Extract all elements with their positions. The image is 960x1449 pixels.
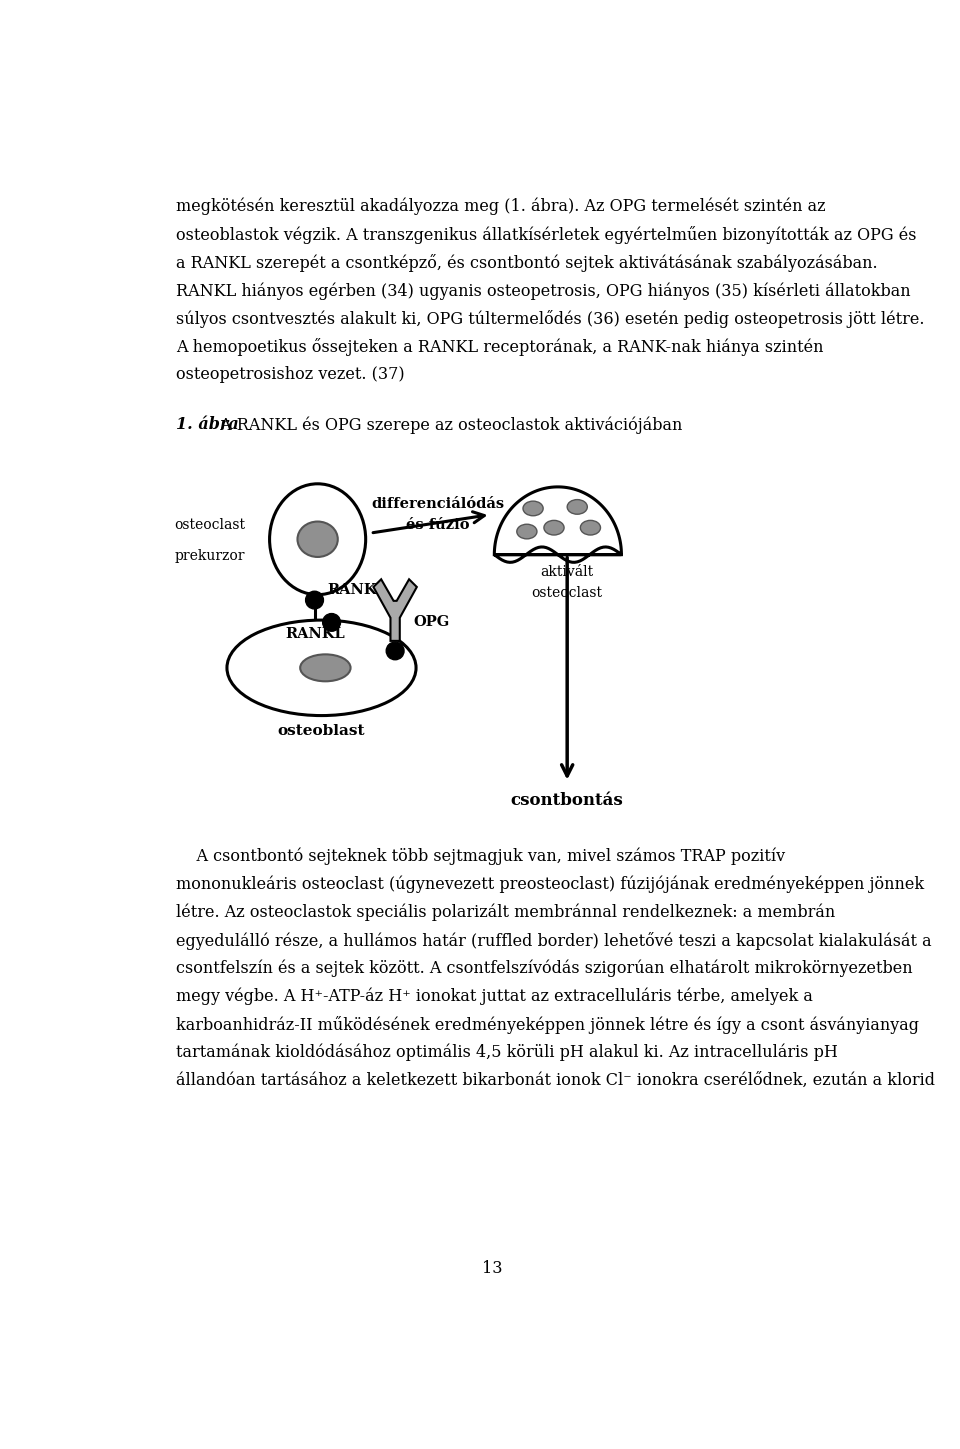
- Ellipse shape: [544, 520, 564, 535]
- Text: osteoclast: osteoclast: [532, 587, 603, 600]
- Circle shape: [305, 591, 324, 609]
- Text: tartamának kioldódásához optimális 4,5 körüli pH alakul ki. Az intracelluláris p: tartamának kioldódásához optimális 4,5 k…: [176, 1043, 838, 1062]
- Text: RANKL hiányos egérben (34) ugyanis osteopetrosis, OPG hiányos (35) kísérleti áll: RANKL hiányos egérben (34) ugyanis osteo…: [176, 283, 910, 300]
- Text: RANK: RANK: [327, 582, 376, 597]
- Text: csontfelszín és a sejtek között. A csontfelszívódás szigorúan elhatárolt mikrokö: csontfelszín és a sejtek között. A csont…: [176, 959, 912, 977]
- Text: 13: 13: [482, 1259, 502, 1277]
- Text: aktivált: aktivált: [540, 565, 593, 578]
- Text: osteoclast: osteoclast: [175, 519, 245, 532]
- Text: osteoblastok végzik. A transzgenikus állatkísérletek egyértelműen bizonyították : osteoblastok végzik. A transzgenikus áll…: [176, 226, 916, 243]
- Ellipse shape: [516, 525, 537, 539]
- Text: csontbontás: csontbontás: [511, 791, 624, 809]
- Text: differenciálódás: differenciálódás: [372, 497, 505, 511]
- Text: súlyos csontvesztés alakult ki, OPG túltermelődés (36) esetén pedig osteopetrosi: súlyos csontvesztés alakult ki, OPG túlt…: [176, 310, 924, 327]
- Text: a RANKL szerepét a csontképző, és csontbontó sejtek aktivátásának szabályozásába: a RANKL szerepét a csontképző, és csontb…: [176, 254, 877, 272]
- Text: megkötésén keresztül akadályozza meg (1. ábra). Az OPG termelését szintén az: megkötésén keresztül akadályozza meg (1.…: [176, 197, 826, 216]
- Ellipse shape: [567, 500, 588, 514]
- Text: A RANKL és OPG szerepe az osteoclastok aktivációjában: A RANKL és OPG szerepe az osteoclastok a…: [214, 416, 682, 433]
- Ellipse shape: [270, 484, 366, 594]
- Ellipse shape: [300, 655, 350, 681]
- Polygon shape: [373, 580, 417, 640]
- Ellipse shape: [581, 520, 601, 535]
- Text: létre. Az osteoclastok speciális polarizált membránnal rendelkeznek: a membrán: létre. Az osteoclastok speciális polariz…: [176, 904, 835, 922]
- Ellipse shape: [298, 522, 338, 556]
- Text: állandóan tartásához a keletkezett bikarbonát ionok Cl⁻ ionokra cserélődnek, ezu: állandóan tartásához a keletkezett bikar…: [176, 1072, 935, 1090]
- Ellipse shape: [227, 620, 416, 716]
- Circle shape: [323, 613, 341, 632]
- Text: A hemopoetikus őssejteken a RANKL receptorának, a RANK-nak hiánya szintén: A hemopoetikus őssejteken a RANKL recept…: [176, 338, 824, 356]
- Text: karboanhidráz-II működésének eredményeképpen jönnek létre és így a csont ásványi: karboanhidráz-II működésének eredményeké…: [176, 1016, 919, 1035]
- Text: megy végbe. A H⁺-ATP-áz H⁺ ionokat juttat az extracelluláris térbe, amelyek a: megy végbe. A H⁺-ATP-áz H⁺ ionokat jutta…: [176, 988, 813, 1006]
- Text: osteoblast: osteoblast: [277, 724, 365, 738]
- Text: osteopetrosishoz vezet. (37): osteopetrosishoz vezet. (37): [176, 367, 404, 384]
- Ellipse shape: [523, 501, 543, 516]
- Text: OPG: OPG: [413, 616, 449, 629]
- Text: 1. ábra: 1. ábra: [176, 416, 238, 433]
- Text: mononukleáris osteoclast (úgynevezett preosteoclast) fúzijójának eredményeképpen: mononukleáris osteoclast (úgynevezett pr…: [176, 875, 924, 893]
- Text: egyedulálló része, a hullámos határ (ruffled border) lehetővé teszi a kapcsolat : egyedulálló része, a hullámos határ (ruf…: [176, 932, 931, 949]
- Text: és fúzió: és fúzió: [406, 519, 469, 532]
- Text: prekurzor: prekurzor: [175, 549, 245, 564]
- Text: A csontbontó sejteknek több sejtmagjuk van, mivel számos TRAP pozitív: A csontbontó sejteknek több sejtmagjuk v…: [176, 848, 785, 865]
- Text: RANKL: RANKL: [285, 627, 345, 640]
- Circle shape: [386, 642, 404, 659]
- Polygon shape: [494, 487, 621, 562]
